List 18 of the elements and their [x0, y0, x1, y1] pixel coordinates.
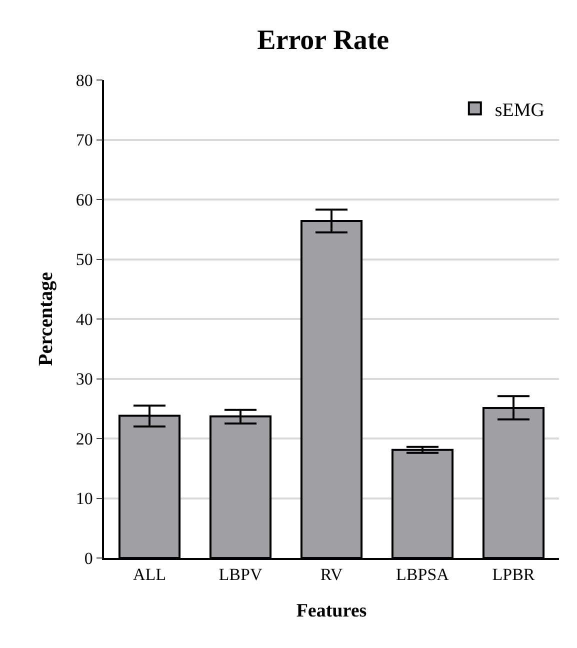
y-tick-label: 0 [84, 548, 93, 568]
y-tick-label: 40 [76, 310, 93, 329]
y-tick-label: 10 [76, 489, 93, 508]
x-tick-label: LPBR [492, 565, 536, 584]
x-tick-label: LBPSA [396, 565, 450, 584]
x-tick-label: LBPV [218, 565, 263, 584]
y-tick-label: 80 [76, 70, 93, 90]
x-tick-label: ALL [132, 565, 166, 584]
y-tick-label: 70 [76, 130, 93, 150]
y-tick-label: 60 [76, 190, 93, 210]
y-axis-title: Percentage [34, 272, 57, 366]
y-tick-label: 30 [76, 370, 93, 389]
x-tick-label: RV [320, 565, 344, 584]
y-tick-label: 50 [76, 250, 93, 270]
x-axis-title: Features [296, 600, 367, 622]
legend-label: sEMG [494, 100, 545, 121]
chart-title: Error Rate [257, 24, 390, 56]
y-tick-label: 20 [76, 429, 93, 448]
